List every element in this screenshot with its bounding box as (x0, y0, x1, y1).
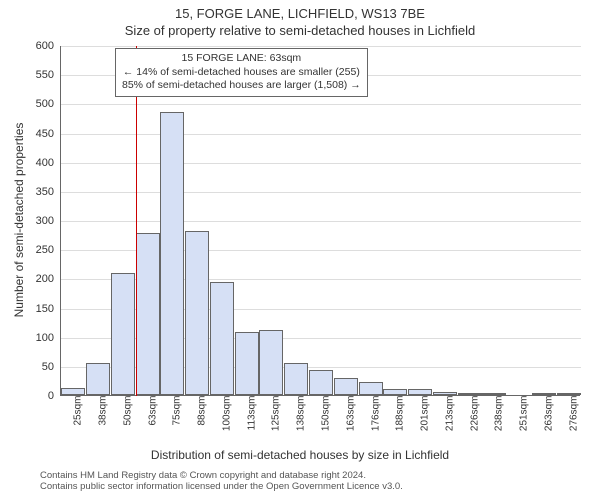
gridline (61, 134, 581, 135)
histogram-bar (334, 378, 358, 396)
x-tick-label: 238sqm (494, 396, 505, 432)
chart-area: 05010015020025030035040045050055060025sq… (60, 46, 580, 396)
histogram-bar (359, 382, 383, 395)
histogram-bar (136, 233, 160, 395)
annotation-box: 15 FORGE LANE: 63sqm← 14% of semi-detach… (115, 48, 368, 97)
gridline (61, 163, 581, 164)
histogram-bar (160, 112, 184, 395)
plot-region: 05010015020025030035040045050055060025sq… (60, 46, 580, 396)
histogram-bar (284, 363, 308, 395)
x-tick-label: 276sqm (568, 396, 579, 432)
x-tick-label: 125sqm (271, 396, 282, 432)
footer-line-2: Contains public sector information licen… (40, 481, 403, 492)
gridline (61, 104, 581, 105)
y-tick-label: 150 (14, 303, 54, 315)
x-axis-label: Distribution of semi-detached houses by … (0, 448, 600, 462)
histogram-bar (383, 389, 407, 395)
histogram-bar (408, 389, 432, 395)
page-title: 15, FORGE LANE, LICHFIELD, WS13 7BE (0, 0, 600, 21)
y-tick-label: 250 (14, 244, 54, 256)
x-tick-label: 88sqm (197, 396, 208, 426)
x-tick-label: 163sqm (345, 396, 356, 432)
x-tick-label: 263sqm (543, 396, 554, 432)
y-tick-label: 100 (14, 332, 54, 344)
gridline (61, 221, 581, 222)
x-tick-label: 201sqm (420, 396, 431, 432)
x-tick-label: 138sqm (296, 396, 307, 432)
x-tick-label: 251sqm (519, 396, 530, 432)
histogram-bar (185, 231, 209, 396)
histogram-bar (235, 332, 259, 395)
x-tick-label: 100sqm (221, 396, 232, 432)
x-tick-label: 213sqm (444, 396, 455, 432)
footer-line-1: Contains HM Land Registry data © Crown c… (40, 470, 403, 481)
footer-attribution: Contains HM Land Registry data © Crown c… (40, 470, 403, 493)
histogram-bar (111, 273, 135, 396)
y-tick-label: 400 (14, 157, 54, 169)
annotation-line: 15 FORGE LANE: 63sqm (122, 52, 361, 66)
x-tick-label: 188sqm (395, 396, 406, 432)
y-tick-label: 500 (14, 98, 54, 110)
y-tick-label: 350 (14, 186, 54, 198)
histogram-bar (61, 388, 85, 395)
property-marker-line (136, 46, 137, 396)
x-tick-label: 150sqm (321, 396, 332, 432)
x-tick-label: 38sqm (98, 396, 109, 426)
histogram-bar (259, 330, 283, 395)
x-tick-label: 113sqm (246, 396, 257, 431)
y-tick-label: 50 (14, 361, 54, 373)
annotation-line: 85% of semi-detached houses are larger (… (122, 79, 361, 93)
y-tick-label: 300 (14, 215, 54, 227)
gridline (61, 192, 581, 193)
x-tick-label: 176sqm (370, 396, 381, 432)
x-tick-label: 75sqm (172, 396, 183, 426)
y-tick-label: 600 (14, 40, 54, 52)
x-tick-label: 50sqm (122, 396, 133, 426)
page-subtitle: Size of property relative to semi-detach… (0, 21, 600, 38)
histogram-bar (210, 282, 234, 395)
x-tick-label: 25sqm (73, 396, 84, 426)
annotation-line: ← 14% of semi-detached houses are smalle… (122, 66, 361, 80)
histogram-bar (309, 370, 333, 395)
y-tick-label: 0 (14, 390, 54, 402)
y-tick-label: 450 (14, 128, 54, 140)
x-tick-label: 226sqm (469, 396, 480, 432)
y-tick-label: 550 (14, 69, 54, 81)
gridline (61, 46, 581, 47)
histogram-bar (86, 363, 110, 395)
x-tick-label: 63sqm (147, 396, 158, 426)
y-tick-label: 200 (14, 273, 54, 285)
